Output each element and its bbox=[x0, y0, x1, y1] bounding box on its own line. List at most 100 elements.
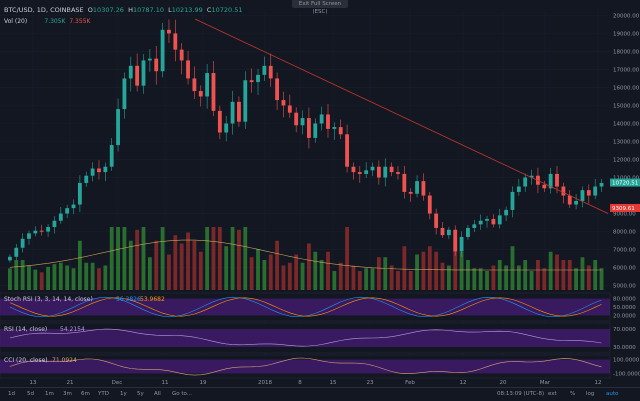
candle-body bbox=[313, 123, 318, 138]
stoch-d-value: 53.9682 bbox=[140, 296, 165, 303]
volume-bar bbox=[167, 254, 171, 290]
volume-bar bbox=[8, 268, 12, 290]
candle-body bbox=[33, 230, 38, 234]
volume-bar bbox=[300, 262, 305, 290]
close-label: C bbox=[206, 6, 212, 14]
volume-bar bbox=[389, 265, 394, 290]
candle-body bbox=[14, 247, 19, 257]
candle-body bbox=[198, 91, 203, 97]
volume-bar bbox=[338, 262, 343, 290]
goto-button[interactable]: Go to... bbox=[172, 391, 193, 397]
volume-bar bbox=[523, 260, 528, 290]
volume-bar bbox=[154, 240, 159, 290]
candle-body bbox=[90, 168, 95, 176]
volume-label: Vol (20) bbox=[4, 18, 28, 25]
time-tick-label: 13 bbox=[30, 380, 37, 386]
volume-bar bbox=[332, 271, 337, 290]
candle-body bbox=[446, 229, 451, 236]
percent-toggle[interactable]: % bbox=[570, 391, 576, 397]
open-label: O bbox=[87, 6, 93, 14]
range-5y-button[interactable]: 5y bbox=[137, 391, 144, 397]
candle-body bbox=[402, 173, 407, 192]
time-tick-label: Mar bbox=[540, 380, 551, 386]
last-price-pill bbox=[610, 178, 640, 187]
candle-body bbox=[357, 172, 362, 174]
marker-price-pill bbox=[610, 203, 640, 212]
time-tick-label: 23 bbox=[367, 380, 374, 386]
volume-bar bbox=[198, 251, 203, 290]
candle-body bbox=[472, 224, 477, 228]
volume-bar bbox=[256, 249, 260, 290]
volume-bar bbox=[52, 264, 57, 290]
candle-body bbox=[46, 227, 50, 232]
price-tick-label: 7000.00 bbox=[613, 248, 636, 254]
volume-bar bbox=[211, 227, 216, 290]
time-tick-label: 12 bbox=[595, 380, 602, 386]
candle-body bbox=[300, 118, 305, 126]
volume-bar bbox=[408, 271, 413, 290]
rsi-legend: RSI (14, close) bbox=[4, 326, 48, 333]
volume-bar bbox=[116, 227, 120, 290]
range-5d-button[interactable]: 5d bbox=[27, 391, 34, 397]
volume-value-1: 7.305K bbox=[44, 18, 66, 25]
volume-value-2: 7.355K bbox=[69, 18, 91, 25]
clock-label: 08:13:09 (UTC-8) bbox=[497, 391, 545, 397]
candle-body bbox=[351, 166, 356, 173]
time-tick-label: Feb bbox=[405, 380, 415, 386]
range-1d-button[interactable]: 1d bbox=[8, 391, 15, 397]
price-tick-label: 14000.00 bbox=[613, 121, 640, 127]
candle-body bbox=[192, 78, 197, 92]
candle-body bbox=[109, 145, 114, 167]
ext-toggle[interactable]: ext bbox=[548, 391, 557, 397]
stoch-rsi-label: Stoch RSI (3, 3, 14, 14, close) bbox=[4, 296, 93, 303]
last-price-label: 10720.51 bbox=[612, 181, 638, 187]
volume-bar bbox=[173, 235, 178, 290]
candle-body bbox=[593, 186, 598, 196]
rsi-value: 54.2154 bbox=[60, 326, 85, 333]
price-chart[interactable]: 20000.00 19000.00 18000.00 17000.00 16000.00… bbox=[0, 0, 640, 387]
range-1y-button[interactable]: 1y bbox=[120, 391, 127, 397]
volume-bar bbox=[548, 251, 553, 290]
candle-body bbox=[268, 65, 273, 79]
price-tick-label: 5000.00 bbox=[613, 284, 636, 290]
volume-bar bbox=[217, 227, 222, 290]
candle-body bbox=[338, 127, 343, 135]
candle-body bbox=[97, 168, 101, 173]
volume-bar bbox=[97, 268, 101, 290]
candle-body bbox=[548, 173, 553, 189]
time-tick-label: Dec bbox=[112, 380, 123, 386]
volume-bar bbox=[179, 243, 184, 290]
range-ytd-button[interactable]: YTD bbox=[98, 391, 109, 397]
volume-bar bbox=[135, 229, 140, 290]
candle-body bbox=[383, 166, 388, 178]
candle-body bbox=[237, 101, 241, 122]
volume-bar bbox=[453, 240, 458, 290]
candle-body bbox=[256, 74, 260, 83]
volume-bar bbox=[440, 262, 445, 290]
log-toggle[interactable]: log bbox=[586, 391, 595, 397]
volume-bar bbox=[141, 227, 146, 290]
exit-fullscreen-hint[interactable]: Exit Full Screen (ESC) bbox=[292, 0, 348, 15]
volume-bar bbox=[128, 240, 133, 290]
auto-toggle[interactable]: auto bbox=[606, 391, 619, 397]
volume-bar bbox=[294, 254, 299, 290]
price-tick-label: 16000.00 bbox=[613, 85, 640, 91]
open-value: 10307.26 bbox=[92, 6, 124, 14]
volume-bar bbox=[275, 240, 280, 290]
volume-bar bbox=[230, 227, 235, 290]
price-tick-label: 15000.00 bbox=[613, 103, 640, 109]
symbol-label: BTC/USD, 1D, COINBASE bbox=[4, 6, 84, 14]
volume-bar bbox=[224, 246, 229, 290]
range-all-button[interactable]: All bbox=[154, 391, 161, 397]
range-6m-button[interactable]: 6m bbox=[81, 391, 90, 397]
low-value: 10213.99 bbox=[171, 6, 203, 14]
volume-bar bbox=[39, 272, 44, 290]
range-1m-button[interactable]: 1m bbox=[45, 391, 54, 397]
candle-body bbox=[516, 186, 521, 192]
volume-bar bbox=[351, 265, 356, 290]
candle-body bbox=[504, 209, 509, 216]
candle-body bbox=[376, 166, 381, 178]
range-3m-button[interactable]: 3m bbox=[63, 391, 72, 397]
ohlc-legend: BTC/USD, 1D, COINBASE O10307.26 H10787.1… bbox=[4, 6, 242, 14]
cci-band bbox=[0, 359, 610, 374]
